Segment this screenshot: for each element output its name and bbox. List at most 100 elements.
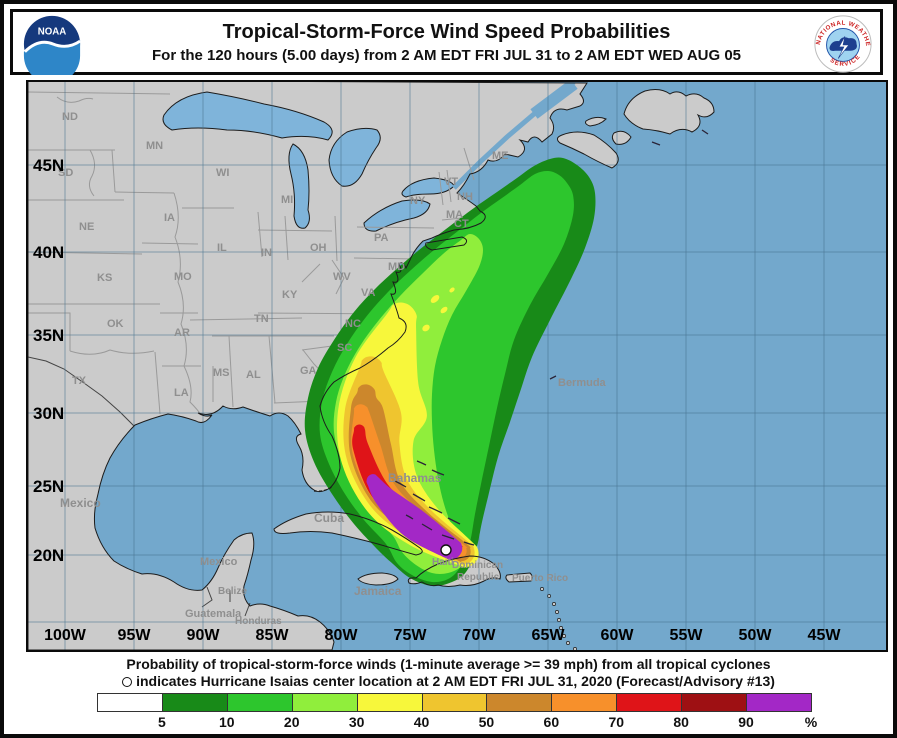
state-border (284, 215, 289, 261)
small-island-mark (405, 514, 414, 520)
header-titles: Tropical-Storm-Force Wind Speed Probabil… (103, 12, 790, 72)
lesser-antilles-island (555, 610, 559, 614)
band-prob-50-60 (348, 384, 471, 563)
state-label-IA: IA (164, 212, 175, 224)
state-border (189, 317, 303, 321)
probability-color-scale: 5 10 20 30 40 50 60 70 80 90% (97, 693, 817, 730)
longitude-label: 100W (44, 627, 87, 644)
latitude-label: 35N (33, 326, 64, 345)
state-border (301, 263, 321, 283)
state-label-CT: CT (454, 218, 469, 230)
place-label: Bahamas (388, 471, 442, 485)
place-label: Dominican (452, 560, 503, 571)
yellow-speck (430, 295, 440, 303)
place-label: Jamaica (354, 584, 402, 598)
band-prob-90-100 (366, 474, 463, 560)
longitude-label: 85W (256, 627, 290, 644)
st-lawrence-river (530, 79, 578, 119)
lesser-antilles-island (552, 602, 556, 606)
state-label-PA: PA (374, 232, 389, 244)
small-island-mark (549, 375, 557, 380)
state-border (111, 149, 116, 193)
place-label: Haiti (432, 557, 454, 568)
state-label-WI: WI (216, 167, 229, 179)
place-label: Cuba (314, 511, 344, 525)
nws-logo-icon: NATIONAL WEATHER SERVICE (812, 13, 872, 73)
latitude-label: 40N (33, 243, 64, 262)
small-island-mark (421, 523, 433, 531)
state-label-LA: LA (174, 387, 189, 399)
country-border (201, 586, 213, 608)
longitude-label: 65W (532, 627, 566, 644)
state-border (173, 192, 202, 416)
state-border (463, 147, 475, 181)
latitude-label: 20N (33, 546, 64, 565)
legend-cell-label: 10 (219, 714, 235, 730)
legend-line2-text: indicates Hurricane Isaias center locati… (136, 673, 775, 689)
state-label-NE: NE (79, 221, 94, 233)
storm-center-marker (440, 544, 452, 556)
state-label-ME: ME (492, 150, 509, 162)
state-border (257, 211, 263, 258)
coastline-nova-scotia (556, 131, 619, 169)
small-island-mark (431, 469, 445, 476)
coastline-cape-breton (611, 130, 632, 145)
state-border (27, 91, 171, 95)
legend-cell: 10 (162, 693, 235, 730)
small-island-mark (701, 129, 709, 135)
state-border (331, 259, 345, 295)
state-label-WV: WV (333, 271, 351, 283)
legend-line1: Probability of tropical-storm-force wind… (126, 656, 771, 672)
state-border (28, 312, 71, 351)
small-island-mark (441, 534, 455, 540)
state-label-AL: AL (246, 369, 261, 381)
longitude-label: 70W (463, 627, 497, 644)
longitude-label: 55W (670, 627, 704, 644)
state-label-KS: KS (97, 272, 112, 284)
place-label: Honduras (235, 616, 282, 627)
state-border (438, 171, 444, 206)
map-area: ND SD MN WI MI ME VT NH NY MA CT PA MD OH IN IL IA MO KS NE… (26, 79, 888, 652)
state-label-NH: NH (457, 191, 473, 203)
yellow-speck (440, 306, 448, 314)
coastline-long-island (425, 236, 468, 251)
legend-cell: 80 (617, 693, 689, 730)
state-label-NC: NC (345, 318, 361, 330)
latitude-label: 45N (33, 156, 64, 175)
small-island-mark (651, 141, 661, 146)
noaa-logo-label: NOAA (38, 26, 66, 37)
longitude-label: 80W (325, 627, 359, 644)
coastline-jamaica (357, 572, 399, 586)
state-label-MS: MS (213, 367, 230, 379)
legend-cell-label: 90 (738, 714, 754, 730)
longitude-label: 95W (118, 627, 152, 644)
legend-cell-label: 20 (283, 714, 300, 730)
state-label-NY: NY (410, 195, 426, 207)
lesser-antilles-island (559, 626, 563, 630)
state-border (446, 169, 452, 203)
state-label-AR: AR (174, 327, 190, 339)
state-border (154, 351, 161, 415)
yellow-speck (449, 287, 455, 293)
page-subtitle: For the 120 hours (5.00 days) from 2 AM … (152, 46, 741, 64)
state-border (257, 229, 333, 232)
state-label-MA: MA (446, 209, 463, 221)
latitude-label: 30N (33, 404, 64, 423)
state-border (353, 257, 417, 260)
great-lake (162, 91, 333, 141)
place-label: Belize (218, 586, 247, 597)
state-border (141, 242, 199, 245)
state-label-SC: SC (337, 342, 352, 354)
lesser-antilles-island (562, 634, 566, 638)
state-label-VT: VT (444, 176, 458, 188)
state-label-OH: OH (310, 242, 327, 254)
latitude-label: 25N (33, 477, 64, 496)
legend-cell-label: 30 (348, 714, 365, 730)
legend-cell: 70 (552, 693, 624, 730)
legend-cell: 40 (357, 693, 429, 730)
landmass-pei (585, 117, 606, 126)
small-island-mark (463, 541, 475, 546)
coastline-cuba (273, 511, 423, 556)
legend-cell: 50 (422, 693, 494, 730)
